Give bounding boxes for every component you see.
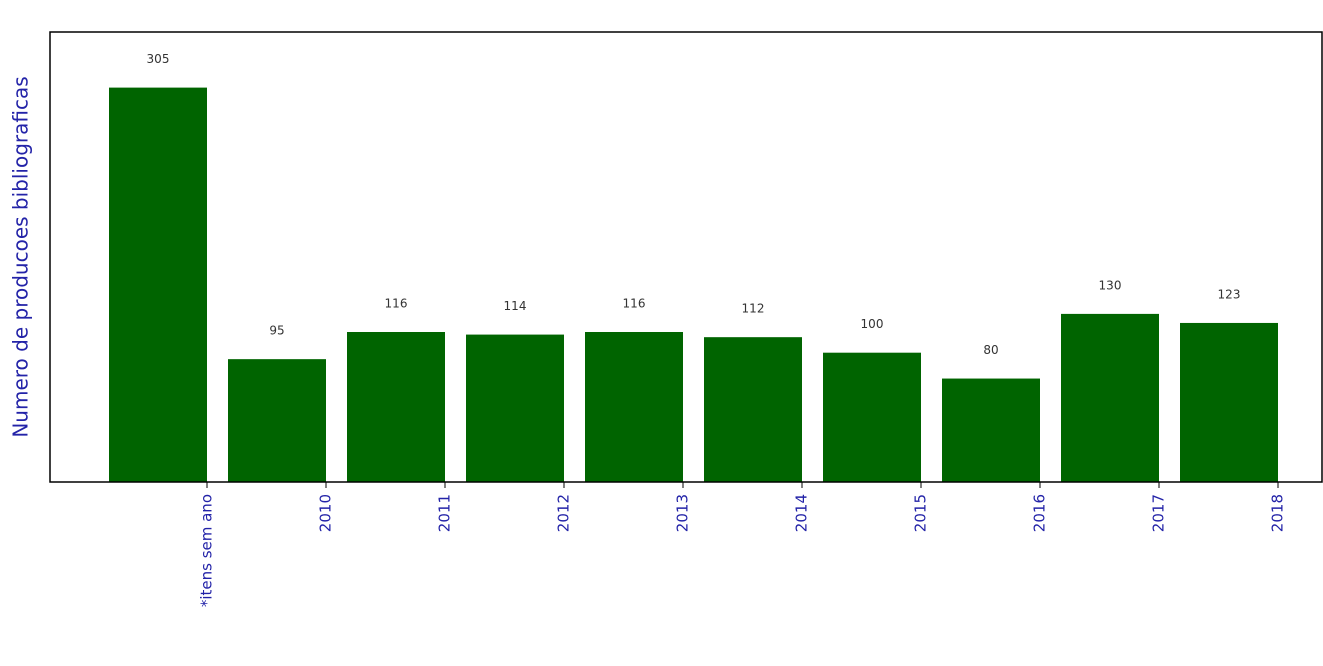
value-label: 130 [1099,278,1122,292]
value-label: 116 [623,297,646,311]
bar [585,332,683,482]
value-label: 100 [861,317,884,331]
bar [109,87,207,482]
bar [942,378,1040,482]
bar [347,332,445,482]
bar [704,337,802,482]
value-label: 305 [147,52,170,66]
value-label: 123 [1218,287,1241,301]
x-tick-label: 2012 [555,494,573,532]
x-tick-label: 2013 [674,494,692,532]
value-label: 112 [742,302,765,316]
x-tick-label: *itens sem ano [198,494,216,607]
value-label: 116 [385,297,408,311]
value-label: 95 [269,324,284,338]
x-tick-label: 2011 [436,494,454,532]
bar [1061,313,1159,482]
x-tick-label: 2010 [317,494,335,532]
bar [466,334,564,482]
axes-frame [49,31,1323,483]
x-tick-label: 2015 [912,494,930,532]
x-tick-label: 2016 [1031,494,1049,532]
y-axis-label: Numero de producoes bibliograficas [9,76,33,437]
x-tick-label: 2014 [793,494,811,532]
x-tick-label: 2018 [1269,494,1287,532]
bar [1180,322,1278,482]
bar [228,359,326,482]
x-tick-label: 2017 [1150,494,1168,532]
value-label: 114 [504,299,527,313]
value-label: 80 [983,343,998,357]
bar [823,352,921,482]
